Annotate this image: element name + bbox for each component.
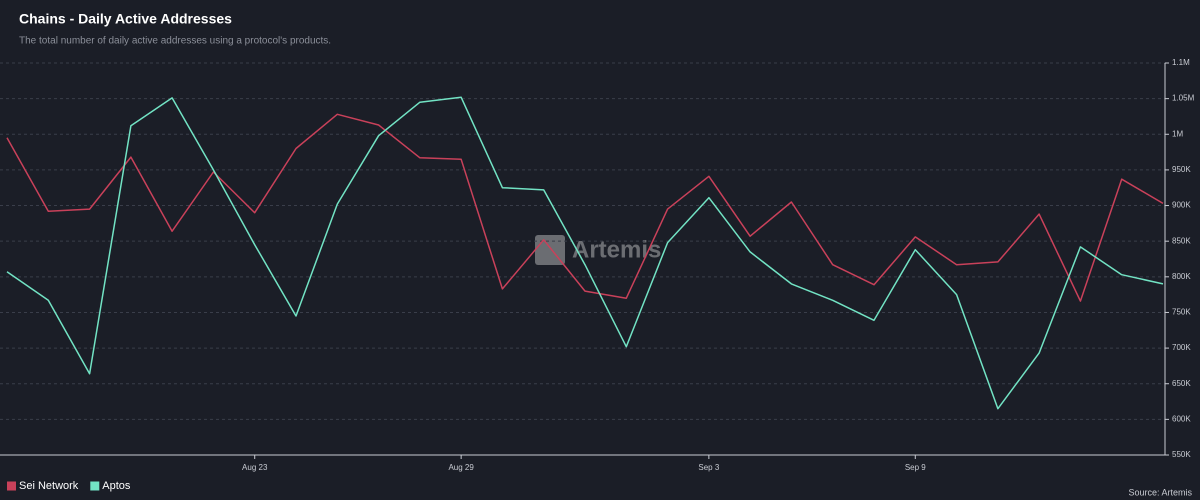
watermark: Artemis: [572, 236, 661, 263]
legend-label: Aptos: [102, 480, 131, 492]
y-tick-label: 600K: [1172, 414, 1191, 423]
y-tick-label: 700K: [1172, 343, 1191, 352]
chart-title: Chains - Daily Active Addresses: [19, 11, 232, 27]
y-tick-label: 900K: [1172, 201, 1191, 210]
legend-swatch: [7, 481, 16, 491]
y-tick-label: 550K: [1172, 450, 1191, 459]
y-tick-label: 850K: [1172, 236, 1191, 245]
y-tick-label: 650K: [1172, 379, 1191, 388]
legend-label: Sei Network: [19, 480, 79, 492]
y-tick-label: 750K: [1172, 308, 1191, 317]
y-tick-label: 1.1M: [1172, 58, 1190, 67]
source: Source: Artemis: [1128, 487, 1192, 497]
y-tick-label: 1M: [1172, 129, 1183, 138]
x-tick-label: Sep 3: [698, 463, 719, 472]
y-tick-label: 1.05M: [1172, 94, 1195, 103]
series-line: [6, 96, 1164, 410]
x-tick-label: Sep 9: [905, 463, 926, 472]
legend-swatch: [90, 481, 100, 491]
x-tick-label: Aug 23: [242, 463, 268, 472]
y-tick-label: 800K: [1172, 272, 1191, 281]
chart-subtitle: The total number of daily active address…: [19, 36, 331, 47]
x-tick-label: Aug 29: [448, 463, 474, 472]
watermark-group: Artemis: [535, 235, 661, 265]
y-tick-label: 950K: [1172, 165, 1191, 174]
series-line: [6, 113, 1164, 302]
